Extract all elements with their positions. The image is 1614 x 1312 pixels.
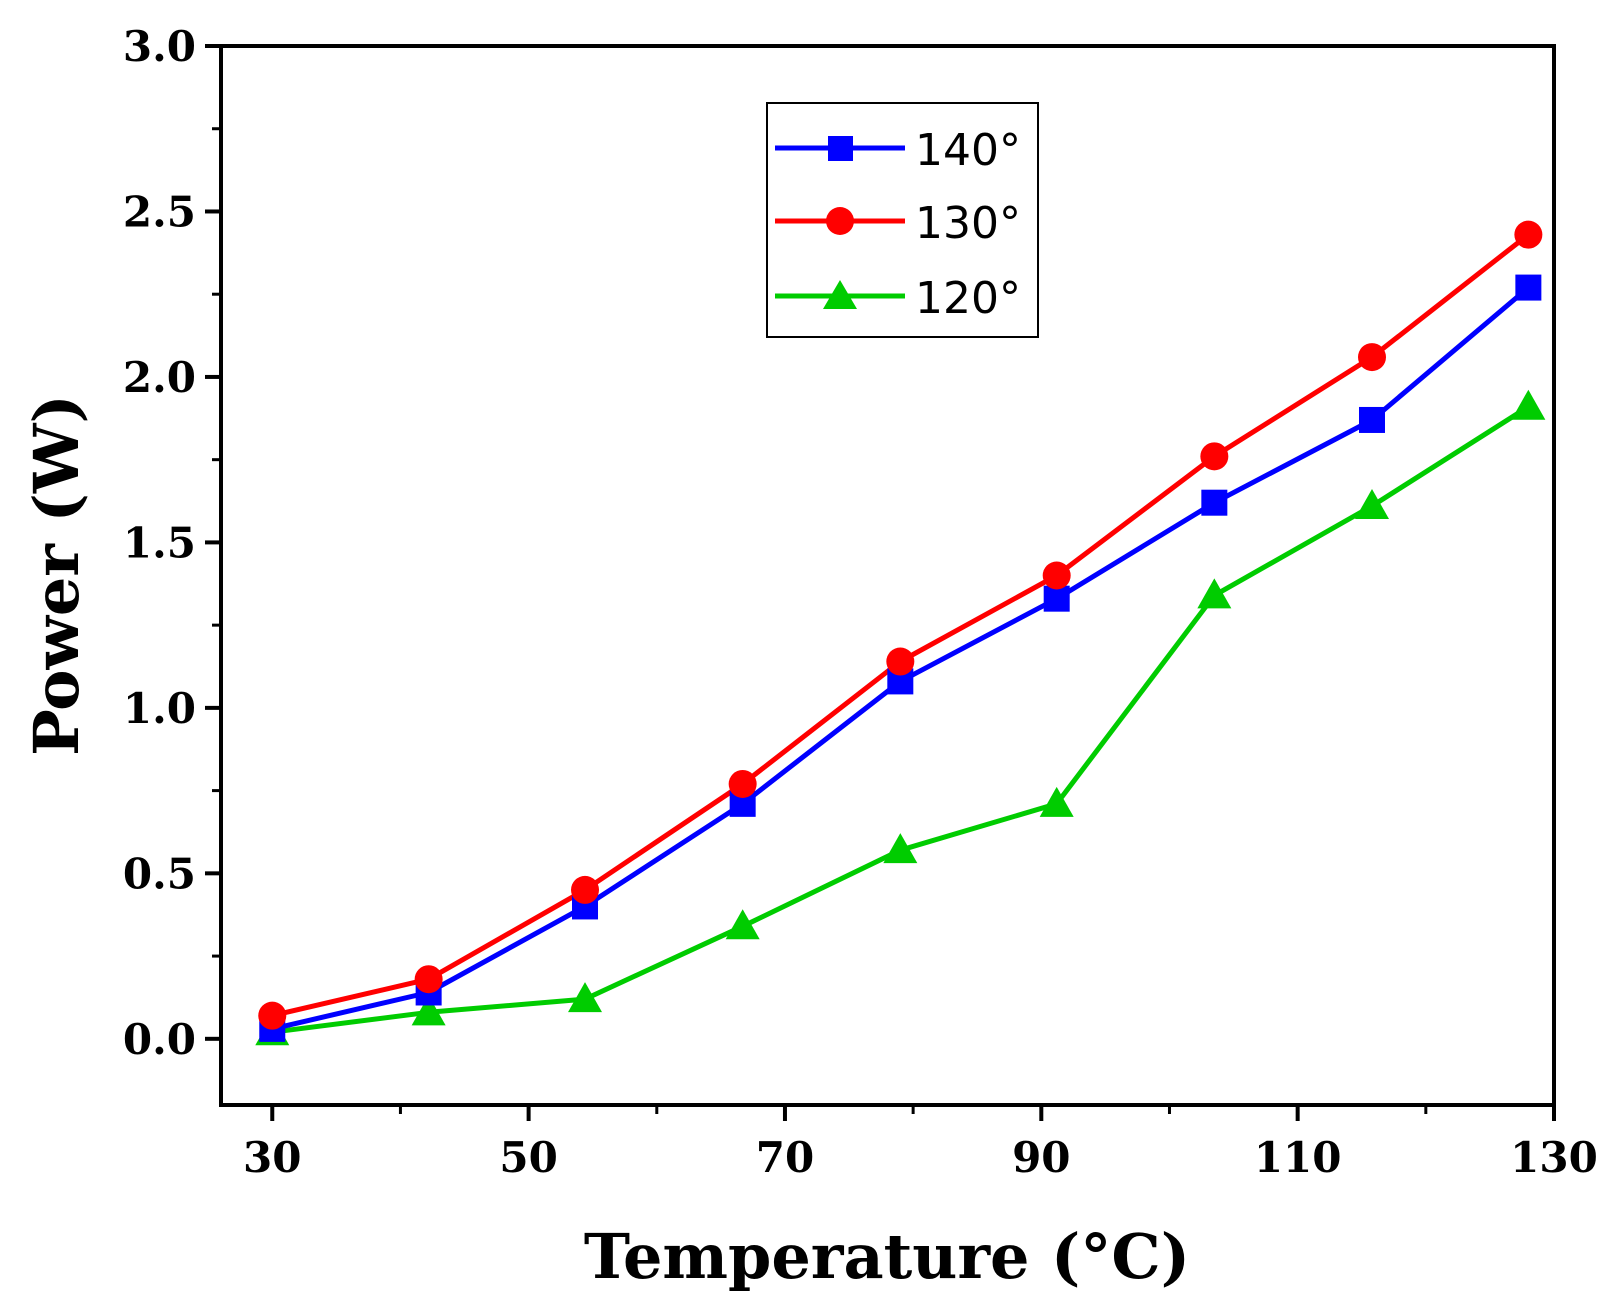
y-tick-label: 1.5: [123, 518, 196, 567]
legend-entry-140: 140°: [775, 125, 1021, 176]
data-point-circle: [728, 769, 757, 798]
y-axis-title: Power (W): [20, 394, 93, 756]
data-point-triangle: [411, 995, 446, 1026]
x-tick-label: 130: [1510, 1133, 1598, 1182]
data-point-circle: [571, 875, 600, 904]
y-tick-label: 3.0: [123, 22, 196, 71]
data-point-square: [1515, 274, 1542, 301]
plot-frame: [219, 44, 1556, 1107]
data-point-triangle: [1197, 578, 1232, 609]
series-line-triangle: [271, 404, 1530, 1035]
x-axis: 30 50 70 90 110 130: [243, 1105, 1598, 1182]
data-point-circle: [1042, 561, 1071, 590]
data-point-triangle: [725, 909, 760, 940]
x-tick-label: 30: [243, 1133, 301, 1182]
series-line-circle: [271, 232, 1530, 1019]
data-point-circle: [1357, 343, 1386, 372]
y-tick-label: 1.0: [123, 684, 196, 733]
legend-marker-130: [826, 207, 854, 235]
data-point-triangle: [1039, 786, 1074, 817]
legend-entry-130: 130°: [775, 198, 1021, 249]
legend-marker-140: [828, 136, 853, 161]
x-tick-label: 90: [1012, 1133, 1070, 1182]
data-point-triangle: [568, 982, 603, 1013]
x-tick-label: 50: [499, 1133, 557, 1182]
y-tick-label: 0.0: [123, 1015, 196, 1064]
y-tick-label: 2.5: [123, 187, 196, 236]
data-point-triangle: [1511, 389, 1546, 420]
y-tick-label: 0.5: [123, 849, 196, 898]
data-point-circle: [1200, 442, 1229, 471]
legend-marker-120: [823, 280, 857, 309]
y-axis: 0.0 0.5 1.0 1.5 2.0 2.5 3.0: [123, 22, 221, 1064]
x-axis-title: Temperature (°C): [584, 1220, 1190, 1293]
data-point-circle: [258, 1001, 287, 1030]
data-point-square: [1358, 406, 1385, 433]
data-point-triangle: [883, 833, 918, 864]
legend-label-140: 140°: [915, 125, 1021, 176]
y-tick-label: 2.0: [123, 353, 196, 402]
legend-entry-120: 120°: [775, 273, 1021, 324]
series-layer: [255, 220, 1546, 1046]
legend-label-130: 130°: [915, 198, 1021, 249]
data-point-square: [1201, 489, 1228, 516]
x-tick-label: 70: [756, 1133, 814, 1182]
data-point-square: [1043, 585, 1070, 612]
data-point-triangle: [1354, 489, 1389, 520]
x-tick-label: 110: [1254, 1133, 1342, 1182]
data-point-circle: [886, 647, 915, 676]
data-point-circle: [414, 965, 443, 994]
legend-label-120: 120°: [915, 273, 1021, 324]
legend: 140° 130° 120°: [766, 102, 1039, 338]
data-point-circle: [1514, 220, 1543, 249]
